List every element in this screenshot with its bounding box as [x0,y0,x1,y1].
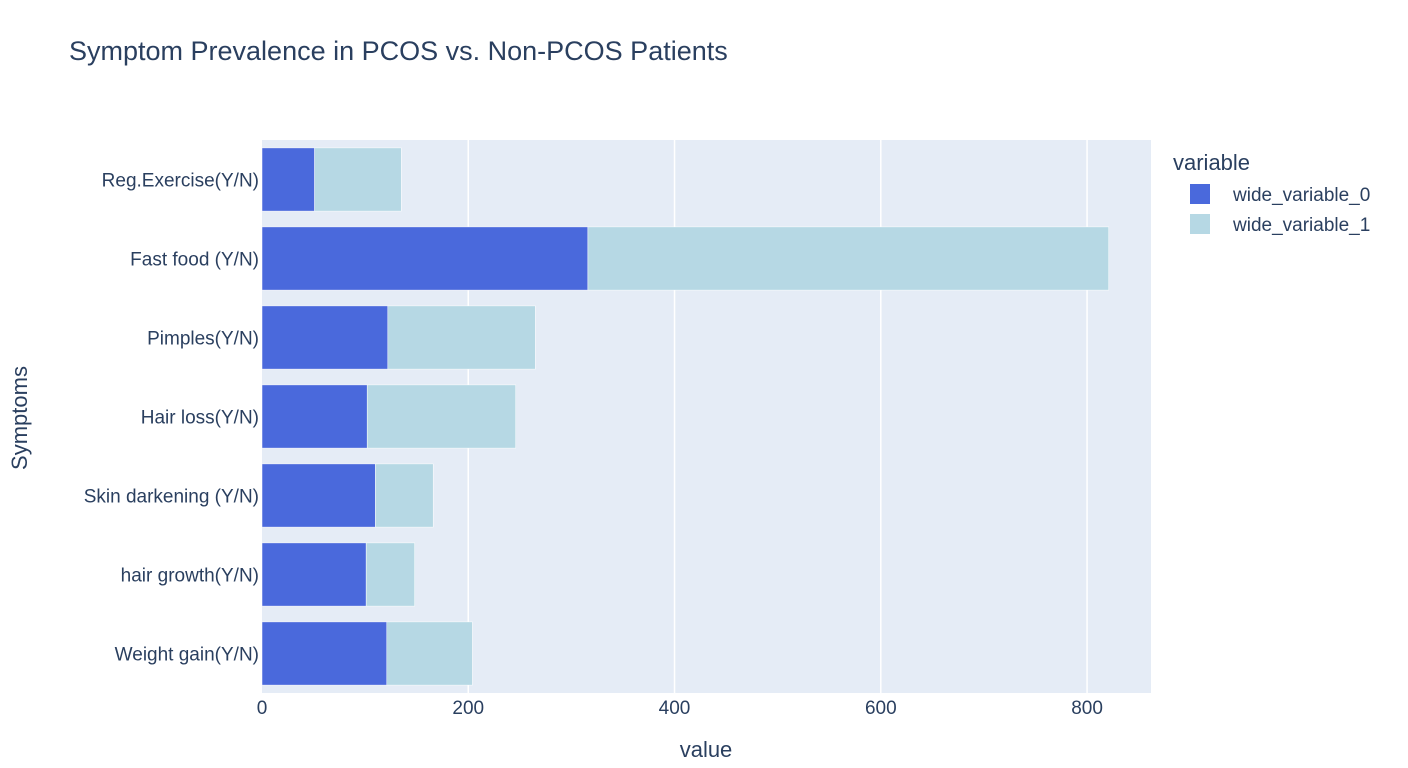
bar-wide-variable-0[interactable] [261,542,367,607]
chart-title: Symptom Prevalence in PCOS vs. Non-PCOS … [69,36,728,66]
legend-label[interactable]: wide_variable_1 [1232,215,1370,236]
bar-wide-variable-0[interactable] [261,621,388,686]
legend[interactable]: variable wide_variable_0 wide_variable_1 [1173,150,1370,236]
legend-label[interactable]: wide_variable_0 [1232,185,1370,206]
y-axis: Reg.Exercise(Y/N) Fast food (Y/N) Pimples(… [7,171,259,666]
bar-wide-variable-1[interactable] [387,305,536,370]
bar-wide-variable-1[interactable] [587,226,1109,291]
x-tick-label: 400 [659,698,691,719]
legend-title: variable [1173,150,1250,175]
x-tick-label: 200 [452,698,484,719]
bar-wide-variable-1[interactable] [386,621,473,686]
y-tick-label: Fast food (Y/N) [130,250,259,271]
y-tick-label: Pimples(Y/N) [147,329,259,350]
bar-wide-variable-0[interactable] [261,384,368,449]
x-tick-label: 600 [865,698,897,719]
bar-wide-variable-0[interactable] [261,463,376,528]
legend-items[interactable]: wide_variable_0 wide_variable_1 [1190,184,1370,236]
legend-swatch[interactable] [1190,214,1210,234]
bar-wide-variable-1[interactable] [366,384,516,449]
bars[interactable] [261,147,1109,686]
x-tick-label: 800 [1071,698,1103,719]
bar-wide-variable-1[interactable] [375,463,434,528]
y-tick-label: hair growth(Y/N) [121,566,259,587]
x-axis: 0 200 400 600 800 value [257,698,1103,762]
y-tick-label: Hair loss(Y/N) [141,408,259,429]
bar-wide-variable-0[interactable] [261,147,315,212]
bar-wide-variable-0[interactable] [261,226,589,291]
y-tick-label: Skin darkening (Y/N) [84,487,259,508]
y-axis-title: Symptoms [7,366,32,470]
x-tick-label: 0 [257,698,268,719]
legend-swatch[interactable] [1190,184,1210,204]
x-axis-title: value [680,737,733,762]
x-tick-labels: 0 200 400 600 800 [257,698,1103,719]
y-tick-label: Reg.Exercise(Y/N) [102,171,259,192]
plot-area [261,140,1151,693]
bar-wide-variable-1[interactable] [314,147,402,212]
bar-wide-variable-1[interactable] [365,542,415,607]
bar-wide-variable-0[interactable] [261,305,389,370]
y-tick-labels: Reg.Exercise(Y/N) Fast food (Y/N) Pimples(… [84,171,259,666]
y-tick-label: Weight gain(Y/N) [115,645,259,666]
